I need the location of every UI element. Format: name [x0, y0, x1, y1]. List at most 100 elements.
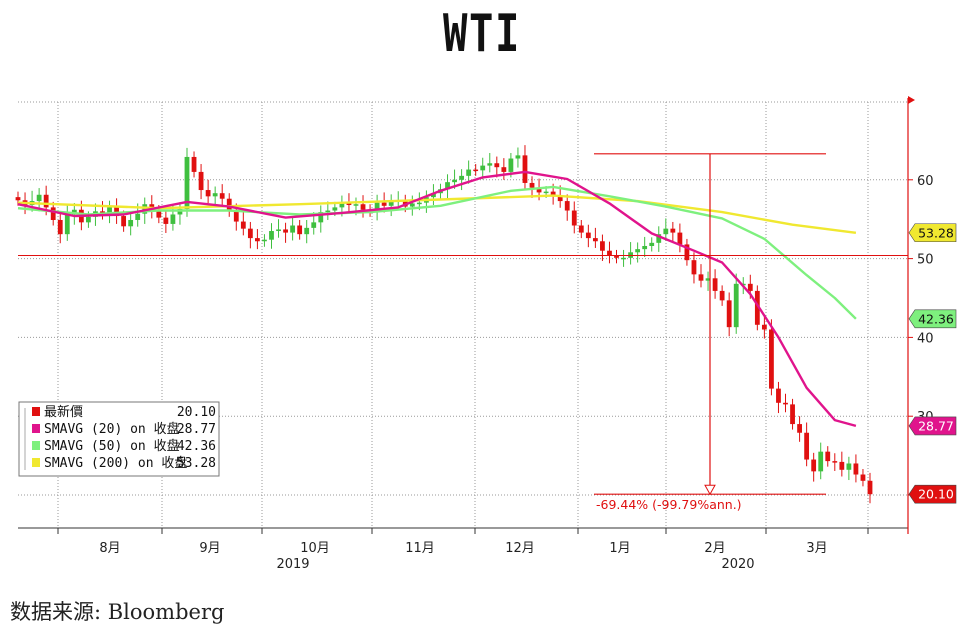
candle-body: [57, 219, 63, 235]
candle-body: [776, 388, 781, 403]
y-axis-arrow: [908, 96, 915, 104]
legend-label: SMAVG (50) on 收盘: [44, 438, 180, 454]
candle-body: [529, 182, 535, 188]
candle-body: [269, 231, 274, 240]
x-tick-label: 9月: [199, 541, 220, 556]
candle-body: [318, 212, 324, 223]
x-tick-label: 11月: [405, 541, 435, 556]
candle-body: [797, 424, 802, 433]
value-badge: 53.28: [908, 223, 957, 243]
value-badge-shape: [908, 223, 957, 243]
candle-body: [494, 163, 500, 168]
x-tick-label: 2月: [704, 541, 725, 556]
candle-body: [621, 257, 626, 260]
legend-value: 53.28: [177, 456, 216, 471]
legend-box: [18, 401, 220, 477]
price-badges: 53.28 42.36 28.77 20.10: [908, 223, 957, 504]
candle-body: [853, 463, 859, 475]
candle-body: [860, 474, 866, 481]
y-tick-label: 60: [917, 174, 934, 189]
sma200-line: [17, 194, 857, 234]
candle-layer: [15, 145, 873, 504]
candle-body: [191, 156, 197, 172]
candle-body: [747, 283, 753, 291]
value-badge-text: 28.77: [918, 418, 954, 433]
legend-label: SMAVG (20) on 收盘: [44, 421, 180, 437]
year-label: 2020: [721, 557, 754, 572]
wti-chart: 8月9月10月11月12月1月2月3月201920202030405060 -6…: [15, 96, 957, 572]
candle-body: [790, 404, 795, 425]
candle-body: [508, 158, 514, 172]
sma-layer: [17, 170, 857, 428]
candle-body: [536, 187, 542, 193]
candle-body: [339, 203, 345, 208]
legend-swatch: [32, 424, 40, 433]
legend-value: 20.10: [177, 405, 216, 420]
candle-body: [564, 201, 570, 211]
change-text: -69.44% (-99.79%ann.): [596, 497, 742, 512]
value-badge-text: 20.10: [918, 487, 954, 502]
candle-body: [177, 208, 183, 215]
source-note: 数据来源: Bloomberg: [10, 600, 225, 624]
candle-body: [684, 244, 690, 261]
candle-body: [107, 207, 112, 213]
candle-body: [135, 213, 141, 220]
candle-body: [184, 156, 190, 209]
candle-body: [480, 165, 486, 171]
candle-body: [585, 232, 591, 239]
value-badge: 42.36: [908, 309, 957, 329]
candle-body: [290, 225, 296, 233]
candle-body: [769, 329, 774, 389]
candle-body: [783, 402, 788, 405]
value-badge: 20.10: [908, 484, 957, 504]
value-badge: 28.77: [908, 416, 957, 436]
candle-body: [712, 278, 718, 291]
candle-body: [233, 211, 239, 222]
candle-body: [804, 432, 810, 460]
candle-body: [761, 324, 767, 330]
candle-body: [170, 214, 176, 224]
candle-body: [128, 219, 134, 227]
candle-body: [205, 190, 211, 197]
candle-body: [381, 202, 387, 206]
candle-body: [691, 260, 697, 275]
candle-body: [43, 194, 49, 208]
legend-swatch: [32, 458, 40, 467]
candle-body: [212, 193, 218, 197]
y-tick-label: 40: [917, 331, 934, 346]
annotation-layer: -69.44% (-99.79%ann.): [18, 153, 908, 512]
legend-label: SMAVG (200) on 收盘: [44, 455, 187, 471]
candle-body: [515, 155, 521, 159]
candle-body: [592, 238, 598, 242]
candle-body: [487, 163, 493, 166]
candle-body: [416, 202, 422, 205]
year-label: 2019: [276, 557, 309, 572]
candle-body: [663, 228, 669, 235]
candle-body: [36, 194, 42, 202]
candle-body: [754, 290, 760, 325]
candle-body: [557, 195, 563, 202]
candle-body: [86, 216, 91, 223]
y-tick-label: 50: [917, 253, 934, 268]
candle-body: [719, 290, 725, 301]
candle-body: [818, 451, 824, 472]
sma50-line: [17, 185, 857, 320]
candle-body: [677, 232, 683, 245]
candle-body: [247, 228, 253, 239]
grid-layer: [18, 101, 908, 528]
candle-body: [297, 225, 303, 235]
x-tick-label: 10月: [300, 541, 330, 556]
legend-value: 28.77: [177, 422, 216, 437]
candle-body: [374, 202, 380, 212]
sma20-line: [17, 170, 857, 428]
candle-body: [276, 229, 281, 232]
candle-body: [607, 250, 612, 256]
value-badge-shape: [908, 484, 957, 504]
candle-body: [121, 216, 127, 227]
candle-body: [240, 221, 246, 229]
candle-body: [304, 227, 310, 235]
legend-value: 42.36: [177, 439, 216, 454]
candle-body: [360, 204, 366, 210]
candle-body: [733, 283, 739, 328]
candle-body: [332, 207, 338, 211]
